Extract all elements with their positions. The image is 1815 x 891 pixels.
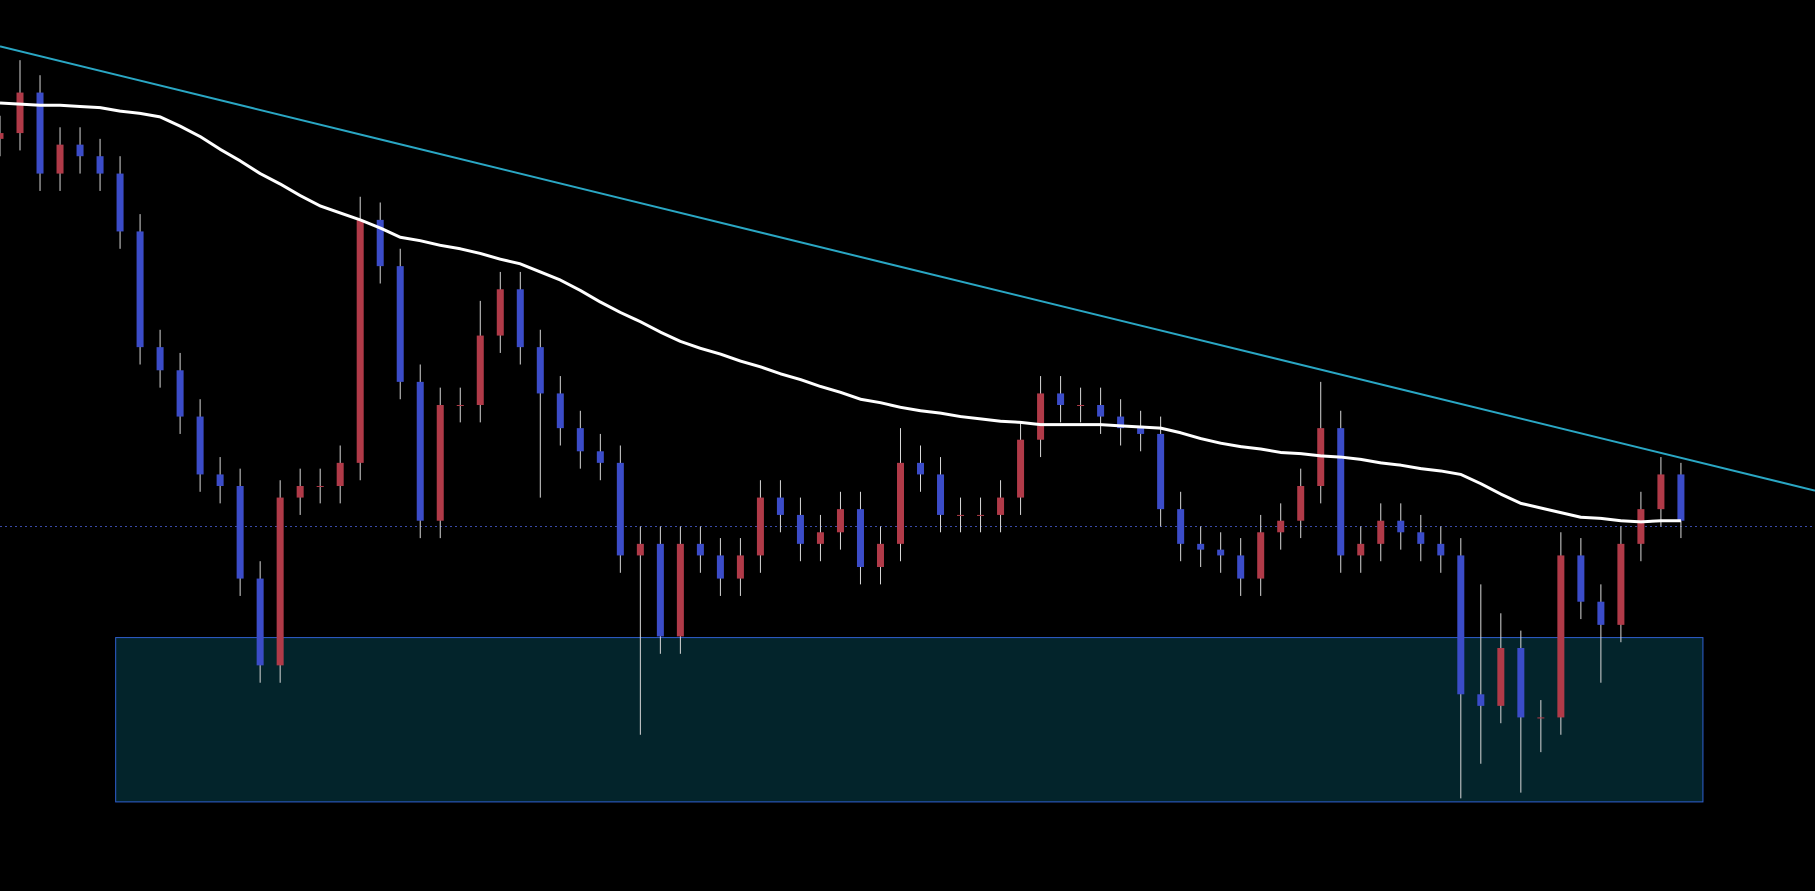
candle-body — [1577, 555, 1585, 602]
support-zone — [115, 637, 1704, 803]
candle-body — [616, 462, 624, 556]
candle-body — [1217, 549, 1225, 556]
candle-body — [656, 543, 664, 637]
candle-body — [516, 289, 524, 348]
candle-body — [1277, 520, 1285, 533]
candle-body — [917, 462, 925, 475]
candle-body — [236, 486, 244, 579]
candle-body — [536, 347, 544, 394]
candle-body — [1657, 474, 1665, 510]
candle-body — [896, 462, 904, 544]
candle-body — [296, 486, 304, 498]
candle-body — [316, 486, 324, 487]
candle-body — [1017, 439, 1025, 498]
candle-body — [476, 335, 484, 405]
candle-body — [736, 555, 744, 579]
candle-body — [1597, 601, 1605, 625]
candle-body — [997, 497, 1005, 515]
candle-body — [396, 266, 404, 382]
candle-body — [356, 219, 364, 463]
candle-body — [1137, 428, 1145, 434]
candle-body — [176, 370, 184, 417]
candle-body — [196, 416, 204, 475]
candle-body — [136, 231, 144, 348]
trendline — [0, 45, 1815, 492]
candle-body — [1397, 520, 1405, 533]
candle-body — [1037, 393, 1045, 440]
candle-body — [1637, 509, 1645, 544]
candle-body — [1537, 717, 1545, 719]
candle-body — [1357, 543, 1365, 556]
candle-body — [1157, 433, 1165, 510]
candle-body — [1457, 555, 1465, 695]
candle-body — [436, 405, 444, 521]
candle-body — [696, 543, 704, 556]
candle-body — [977, 514, 985, 516]
candle-body — [1617, 543, 1625, 625]
candle-body — [76, 144, 84, 157]
candle-body — [556, 393, 564, 429]
candle-body — [1437, 543, 1445, 556]
candle-body — [496, 289, 504, 336]
candle-body — [416, 381, 424, 521]
candle-body — [116, 173, 124, 232]
candle-body — [1517, 648, 1525, 718]
candle-body — [1337, 428, 1345, 556]
candle-body — [96, 156, 104, 174]
candle-body — [716, 555, 724, 579]
candle-body — [576, 428, 584, 452]
candle-body — [1097, 405, 1105, 417]
candle-body — [836, 509, 844, 533]
candle-body — [56, 144, 64, 174]
candle-body — [816, 532, 824, 544]
candle-body — [456, 405, 464, 406]
candle-body — [756, 497, 764, 556]
candle-body — [957, 514, 965, 516]
candle-body — [1557, 555, 1565, 718]
candle-body — [676, 543, 684, 637]
candle-body — [1237, 555, 1245, 579]
candle-body — [596, 451, 604, 463]
candle-body — [856, 509, 864, 567]
candle-body — [796, 514, 804, 544]
candle-body — [336, 462, 344, 486]
candle-body — [1177, 509, 1185, 544]
candle-body — [36, 92, 44, 174]
candle-body — [1197, 543, 1205, 550]
candle-body — [1497, 648, 1505, 706]
candle-body — [937, 474, 945, 515]
candle-body — [1677, 474, 1685, 521]
candle-body — [776, 497, 784, 515]
candle-body — [1377, 520, 1385, 544]
candle-body — [156, 347, 164, 371]
candle-body — [876, 543, 884, 567]
candle-body — [1117, 416, 1125, 429]
candle-body — [276, 497, 284, 666]
candle-body — [1297, 486, 1305, 521]
candle-body — [1077, 405, 1085, 406]
candle-body — [1417, 532, 1425, 544]
candle-body — [216, 474, 224, 486]
candle-body — [0, 133, 4, 139]
candle-body — [256, 578, 264, 666]
candle-body — [1477, 694, 1485, 706]
candle-body — [1057, 393, 1065, 405]
candle-body — [376, 219, 384, 267]
candle-body — [16, 92, 24, 134]
candle-body — [1257, 532, 1265, 579]
candle-body — [636, 543, 644, 556]
moving-average-line — [0, 101, 1681, 524]
